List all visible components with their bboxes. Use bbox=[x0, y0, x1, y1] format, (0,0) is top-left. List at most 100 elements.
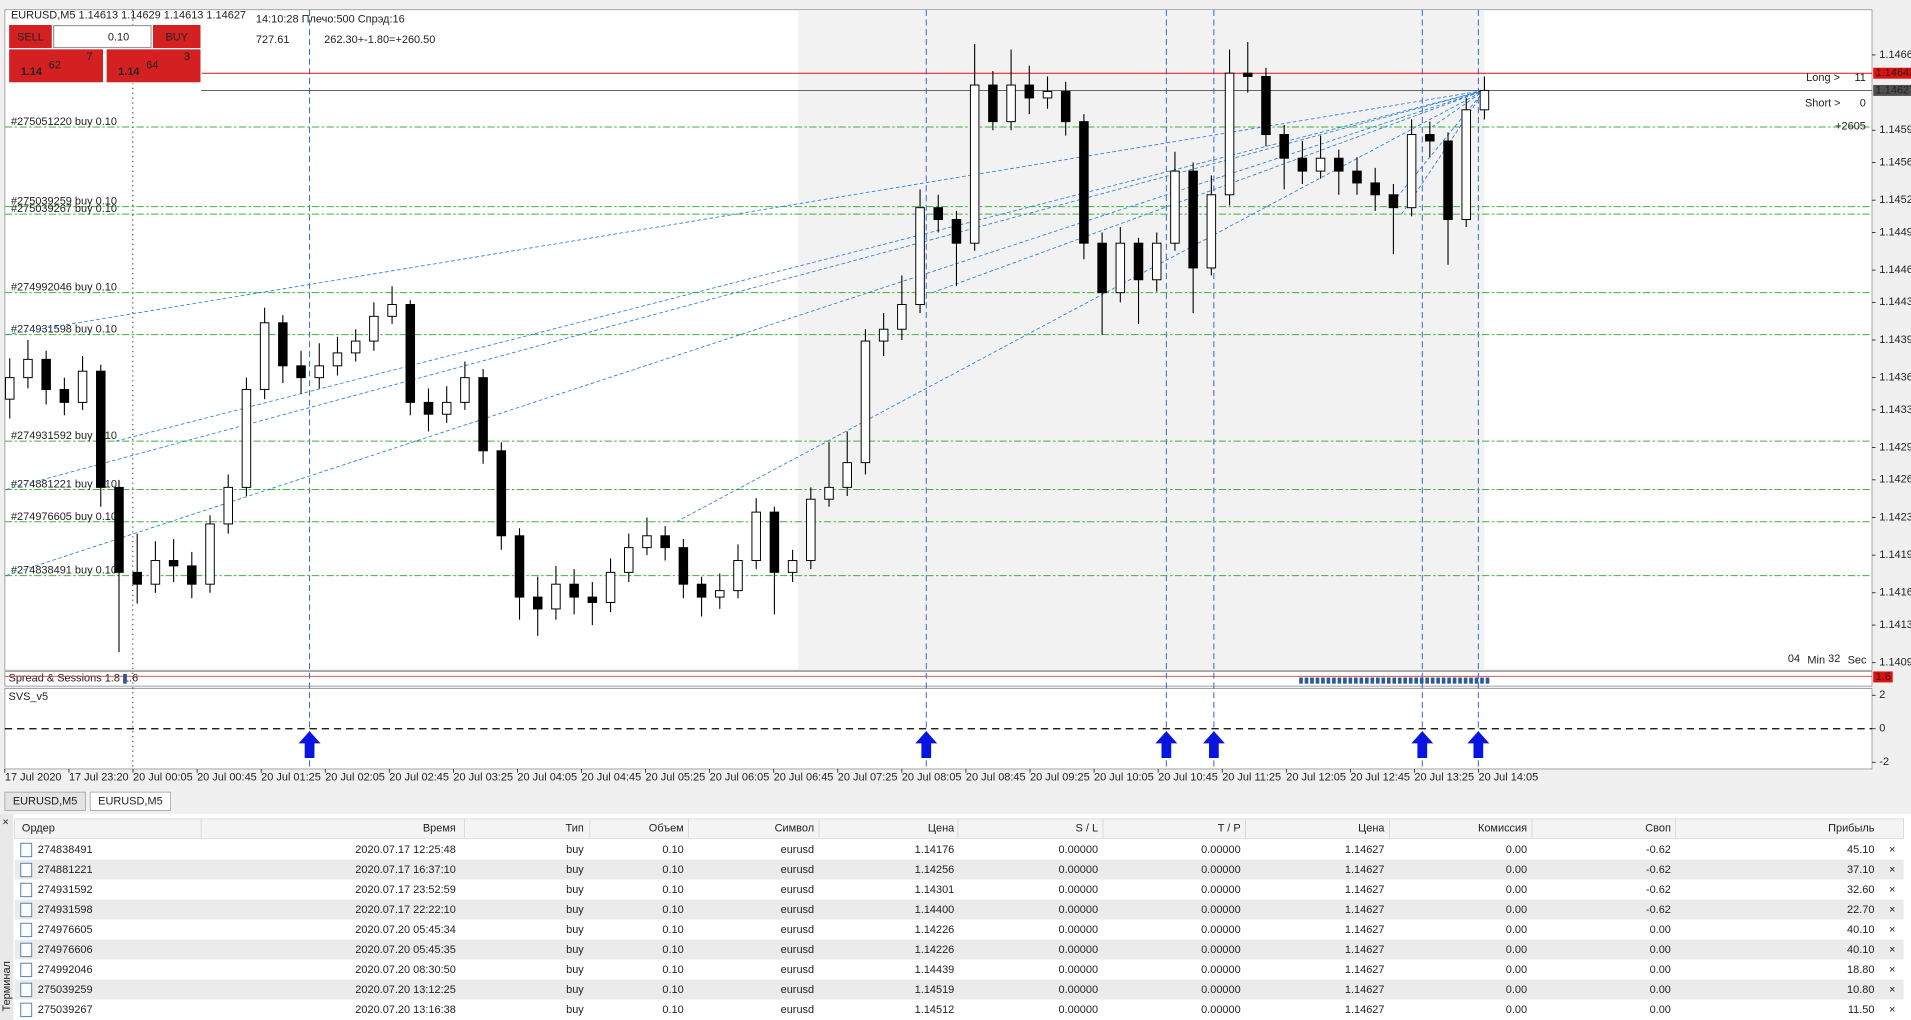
candle-body bbox=[1188, 170, 1198, 269]
column-header[interactable]: Тип bbox=[566, 823, 584, 835]
x-tick-label: 20 Jul 12:05 bbox=[1286, 771, 1346, 783]
table-cell: 1.14512 bbox=[915, 1004, 955, 1016]
close-order[interactable]: × bbox=[1889, 984, 1895, 996]
table-row[interactable] bbox=[14, 959, 1904, 980]
candle-body bbox=[259, 322, 270, 390]
bid-box[interactable] bbox=[7, 48, 105, 84]
candle-body bbox=[150, 560, 161, 585]
x-tick-label: 20 Jul 02:45 bbox=[389, 771, 449, 783]
order-icon bbox=[20, 862, 33, 878]
buy-label[interactable]: BUY bbox=[165, 32, 188, 44]
x-tick-label: 20 Jul 08:45 bbox=[966, 771, 1026, 783]
table-cell: 0.00000 bbox=[1201, 924, 1241, 936]
table-cell: 0.00000 bbox=[1201, 884, 1241, 896]
candle-body bbox=[1170, 170, 1180, 244]
table-cell: buy bbox=[566, 1004, 584, 1016]
order-label: #274881221 buy 0.10 bbox=[11, 479, 117, 491]
tab-label[interactable]: EURUSD,M5 bbox=[13, 796, 78, 808]
candle-body bbox=[278, 322, 288, 367]
lot-box[interactable] bbox=[53, 24, 152, 49]
close-order[interactable]: × bbox=[1889, 884, 1895, 896]
candle-body bbox=[223, 486, 233, 525]
table-row[interactable] bbox=[14, 899, 1904, 920]
table-row[interactable] bbox=[14, 939, 1904, 960]
column-header[interactable]: S / L bbox=[1076, 823, 1099, 835]
order-label: #275039267 buy 0.10 bbox=[11, 203, 117, 215]
buy-button[interactable] bbox=[151, 23, 202, 50]
column-header[interactable]: Ордер bbox=[22, 823, 55, 835]
x-tick-label: 20 Jul 09:25 bbox=[1030, 771, 1090, 783]
column-header[interactable]: Цена bbox=[1358, 823, 1385, 835]
candle-body bbox=[314, 365, 325, 379]
close-order[interactable]: × bbox=[1889, 844, 1895, 856]
table-cell: 2020.07.20 13:16:38 bbox=[355, 1004, 456, 1016]
column-header[interactable]: Символ bbox=[775, 823, 815, 835]
indicator-tick-label: -2 bbox=[1879, 756, 1889, 768]
candle-body bbox=[1006, 84, 1016, 123]
table-cell: 274931592 bbox=[38, 884, 93, 896]
table-row[interactable] bbox=[14, 919, 1904, 940]
session-bar bbox=[1310, 677, 1314, 684]
order-icon bbox=[20, 842, 33, 858]
candle-body bbox=[496, 450, 507, 537]
table-cell: 0.00 bbox=[1650, 984, 1671, 996]
lot-value[interactable]: 0.10 bbox=[108, 32, 129, 44]
tab-label[interactable]: EURUSD,M5 bbox=[98, 796, 163, 808]
y-tick-label: 1.14590 bbox=[1879, 124, 1911, 136]
table-cell: -0.62 bbox=[1646, 904, 1671, 916]
table-cell: 0.00000 bbox=[1201, 984, 1241, 996]
tab[interactable] bbox=[89, 791, 171, 811]
sell-label[interactable]: SELL bbox=[17, 32, 44, 44]
session-bar bbox=[1452, 677, 1457, 684]
signal-arrow bbox=[1411, 731, 1434, 758]
column-header[interactable]: Прибыль bbox=[1828, 823, 1875, 835]
session-bar bbox=[1326, 677, 1331, 684]
table-cell: 1.14627 bbox=[1345, 844, 1385, 856]
close-order[interactable]: × bbox=[1889, 1004, 1895, 1016]
table-row[interactable] bbox=[14, 999, 1904, 1020]
profit-line: 262.30+-1.80=+260.50 bbox=[324, 34, 435, 46]
column-header[interactable]: T / P bbox=[1218, 823, 1241, 835]
column-header[interactable]: Комиссия bbox=[1478, 823, 1527, 835]
candle-body bbox=[1370, 182, 1380, 196]
spread-value-box bbox=[1873, 671, 1893, 683]
balance: 727.61 bbox=[256, 34, 290, 46]
close-order[interactable]: × bbox=[1889, 904, 1895, 916]
order-label: #274976605 buy 0.10 bbox=[11, 511, 117, 523]
candle-body bbox=[350, 340, 361, 354]
table-row[interactable] bbox=[14, 859, 1904, 880]
table-row[interactable] bbox=[14, 879, 1904, 900]
close-terminal[interactable]: × bbox=[2, 816, 8, 828]
table-cell: buy bbox=[566, 884, 584, 896]
column-header[interactable]: Своп bbox=[1645, 823, 1671, 835]
table-cell: 0.00 bbox=[1506, 924, 1527, 936]
order-label: #275051220 buy 0.10 bbox=[11, 116, 117, 128]
table-row[interactable] bbox=[14, 979, 1904, 1000]
signal-arrow bbox=[915, 731, 938, 758]
tab[interactable] bbox=[4, 791, 86, 811]
close-order[interactable]: × bbox=[1889, 964, 1895, 976]
column-header[interactable]: Цена bbox=[928, 823, 955, 835]
y-tick-label: 1.14130 bbox=[1879, 619, 1911, 631]
order-icon bbox=[20, 1002, 33, 1018]
candle-body bbox=[241, 388, 252, 488]
signal-arrow bbox=[1202, 731, 1225, 758]
column-header[interactable]: Объем bbox=[649, 823, 684, 835]
table-cell: buy bbox=[566, 904, 584, 916]
order-icon bbox=[20, 982, 33, 998]
total: +2605 bbox=[1835, 121, 1866, 133]
table-cell: 274838491 bbox=[38, 844, 93, 856]
table-row[interactable] bbox=[14, 839, 1904, 860]
close-order[interactable]: × bbox=[1889, 944, 1895, 956]
ask-box[interactable] bbox=[105, 48, 202, 84]
column-header[interactable]: Время bbox=[423, 823, 456, 835]
close-order[interactable]: × bbox=[1889, 864, 1895, 876]
x-tick-label: 17 Jul 23:20 bbox=[69, 771, 129, 783]
candle-body bbox=[1388, 194, 1399, 209]
table-cell: 0.00 bbox=[1650, 924, 1671, 936]
order-label: #274838491 buy 0.10 bbox=[11, 565, 117, 577]
ask-big: 1.14 bbox=[118, 66, 140, 78]
close-order[interactable]: × bbox=[1889, 924, 1895, 936]
x-tick-label: 20 Jul 04:45 bbox=[582, 771, 642, 783]
candle-body bbox=[114, 486, 124, 573]
